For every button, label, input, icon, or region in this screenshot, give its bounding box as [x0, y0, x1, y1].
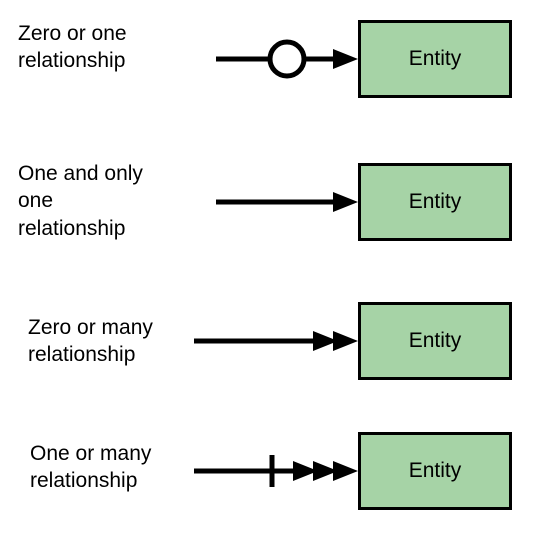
connector-one-or-many	[194, 451, 358, 491]
label-zero-or-many: Zero or many relationship	[28, 314, 153, 369]
entity-box-4: Entity	[358, 432, 512, 510]
connector-zero-or-many	[194, 321, 358, 361]
entity-label-2: Entity	[409, 190, 462, 214]
entity-box-2: Entity	[358, 163, 512, 241]
entity-label-3: Entity	[409, 329, 462, 353]
label-one-or-many: One or many relationship	[30, 440, 151, 495]
entity-label-1: Entity	[409, 47, 462, 71]
label-zero-or-one: Zero or one relationship	[18, 20, 127, 75]
connector-zero-or-one	[216, 39, 358, 79]
label-one-only: One and only one relationship	[18, 160, 143, 242]
entity-box-1: Entity	[358, 20, 512, 98]
connector-one-only	[216, 182, 358, 222]
entity-box-3: Entity	[358, 302, 512, 380]
entity-label-4: Entity	[409, 459, 462, 483]
